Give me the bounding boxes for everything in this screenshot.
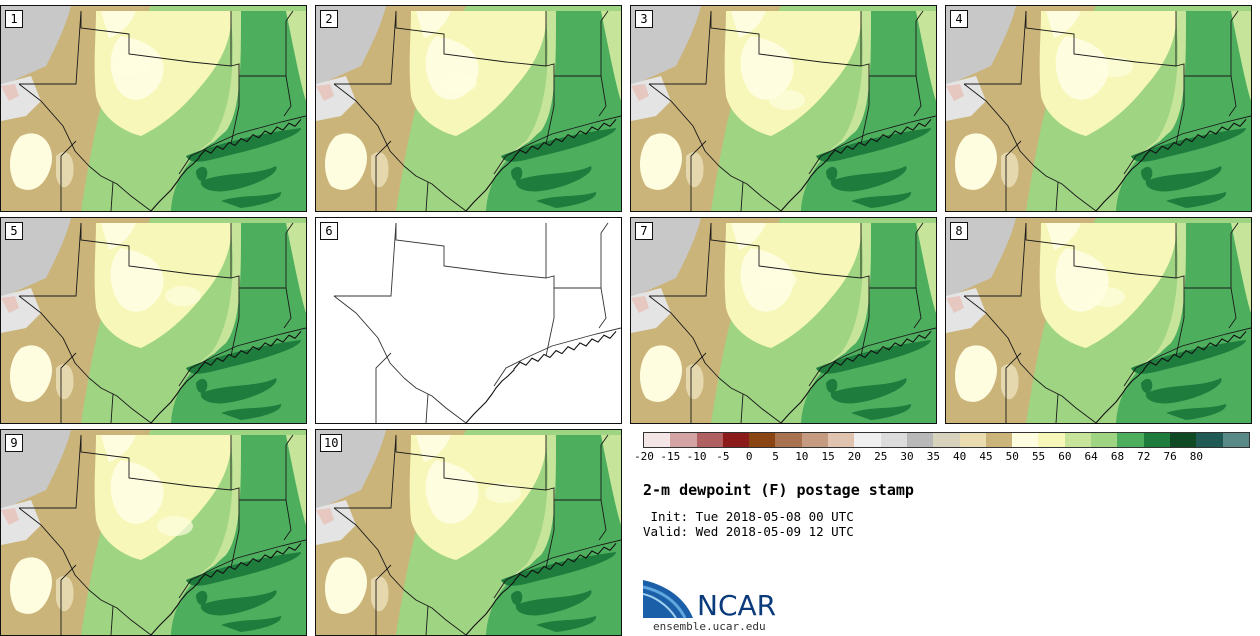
member-panel-2: 2	[315, 5, 622, 212]
colorbar-swatch	[1091, 433, 1118, 447]
colorbar-swatch	[828, 433, 855, 447]
colorbar-tick-label: 76	[1163, 450, 1177, 463]
colorbar-tick-label: -20	[634, 450, 654, 463]
colorbar-tick-label: 50	[1005, 450, 1019, 463]
member-label: 2	[320, 10, 338, 28]
colorbar-swatch	[854, 433, 881, 447]
ncar-logo-text: NCAR	[697, 589, 777, 622]
colorbar-swatch	[985, 433, 1013, 447]
colorbar-tick-label: 20	[847, 450, 862, 463]
page-title: 2-m dewpoint (F) postage stamp	[643, 481, 914, 499]
colorbar-tick-label: 60	[1058, 450, 1072, 463]
member-panel-4: 4	[945, 5, 1252, 212]
member-panel-1: 1	[0, 5, 307, 212]
colorbar-tick-label: 10	[795, 450, 809, 463]
colorbar-tick-label: 72	[1137, 450, 1151, 463]
ncar-logo-icon	[643, 580, 693, 619]
colorbar-swatch	[1117, 433, 1144, 447]
colorbar-swatch	[670, 433, 697, 447]
member-label: 8	[950, 222, 968, 240]
colorbar-swatch	[722, 433, 750, 447]
member-panel-7: 7	[630, 217, 937, 424]
colorbar-swatch	[880, 433, 907, 447]
colorbar-tick-label: 30	[900, 450, 914, 463]
valid-time: Valid: Wed 2018-05-09 12 UTC	[643, 524, 854, 539]
colorbar-swatch	[906, 433, 934, 447]
init-time: Init: Tue 2018-05-08 00 UTC	[643, 509, 854, 524]
member-label: 1	[5, 10, 23, 28]
colorbar-tick-label: 5	[772, 450, 779, 463]
colorbar-swatch	[933, 433, 960, 447]
member-label: 7	[635, 222, 653, 240]
member-label: 10	[320, 434, 343, 452]
member-label: 6	[320, 222, 338, 240]
colorbar-swatch	[1196, 433, 1223, 447]
colorbar-tick-label: 25	[874, 450, 888, 463]
member-panel-8: 8	[945, 217, 1252, 424]
colorbar-swatch	[1064, 433, 1092, 447]
member-panel-3: 3	[630, 5, 937, 212]
colorbar-swatch	[644, 433, 671, 447]
member-label: 5	[5, 222, 23, 240]
colorbar-swatch	[959, 433, 986, 447]
colorbar-swatch	[1012, 433, 1039, 447]
colorbar-swatch	[1222, 433, 1249, 447]
member-panel-10: 10	[315, 429, 622, 636]
site-url[interactable]: ensemble.ucar.edu	[653, 620, 766, 633]
colorbar-tick-label: 45	[979, 450, 993, 463]
colorbar-tick-label: 55	[1031, 450, 1046, 463]
colorbar-tick-label: 0	[745, 450, 753, 463]
colorbar-tick-label: -15	[660, 450, 681, 463]
colorbar-tick-label: 40	[953, 450, 967, 463]
member-panel-5: 5	[0, 217, 307, 424]
member-label: 4	[950, 10, 968, 28]
colorbar-swatch	[1143, 433, 1170, 447]
colorbar-tick-label: -5	[716, 450, 730, 463]
colorbar-tick-label: 35	[926, 450, 940, 463]
colorbar-swatch	[696, 433, 723, 447]
member-panel-6: 6	[315, 217, 622, 424]
member-label: 9	[5, 434, 23, 452]
colorbar-swatch	[775, 433, 802, 447]
colorbar	[643, 432, 1250, 448]
colorbar-tick-label: 68	[1110, 450, 1125, 463]
colorbar-ticks: -20 -15 -10 -5 0 5 10 15 20 25 30 35 40 45 50 55 60 64 68 7…	[634, 450, 1250, 466]
colorbar-swatch	[801, 433, 829, 447]
colorbar-swatch	[1169, 433, 1197, 447]
colorbar-tick-label: 64	[1084, 450, 1098, 463]
colorbar-tick-label: -10	[686, 450, 707, 463]
colorbar-swatch	[1038, 433, 1065, 447]
colorbar-tick-label: 80	[1189, 450, 1204, 463]
colorbar-swatch	[749, 433, 776, 447]
colorbar-tick-label: 15	[821, 450, 835, 463]
member-panel-9: 9	[0, 429, 307, 636]
member-label: 3	[635, 10, 653, 28]
